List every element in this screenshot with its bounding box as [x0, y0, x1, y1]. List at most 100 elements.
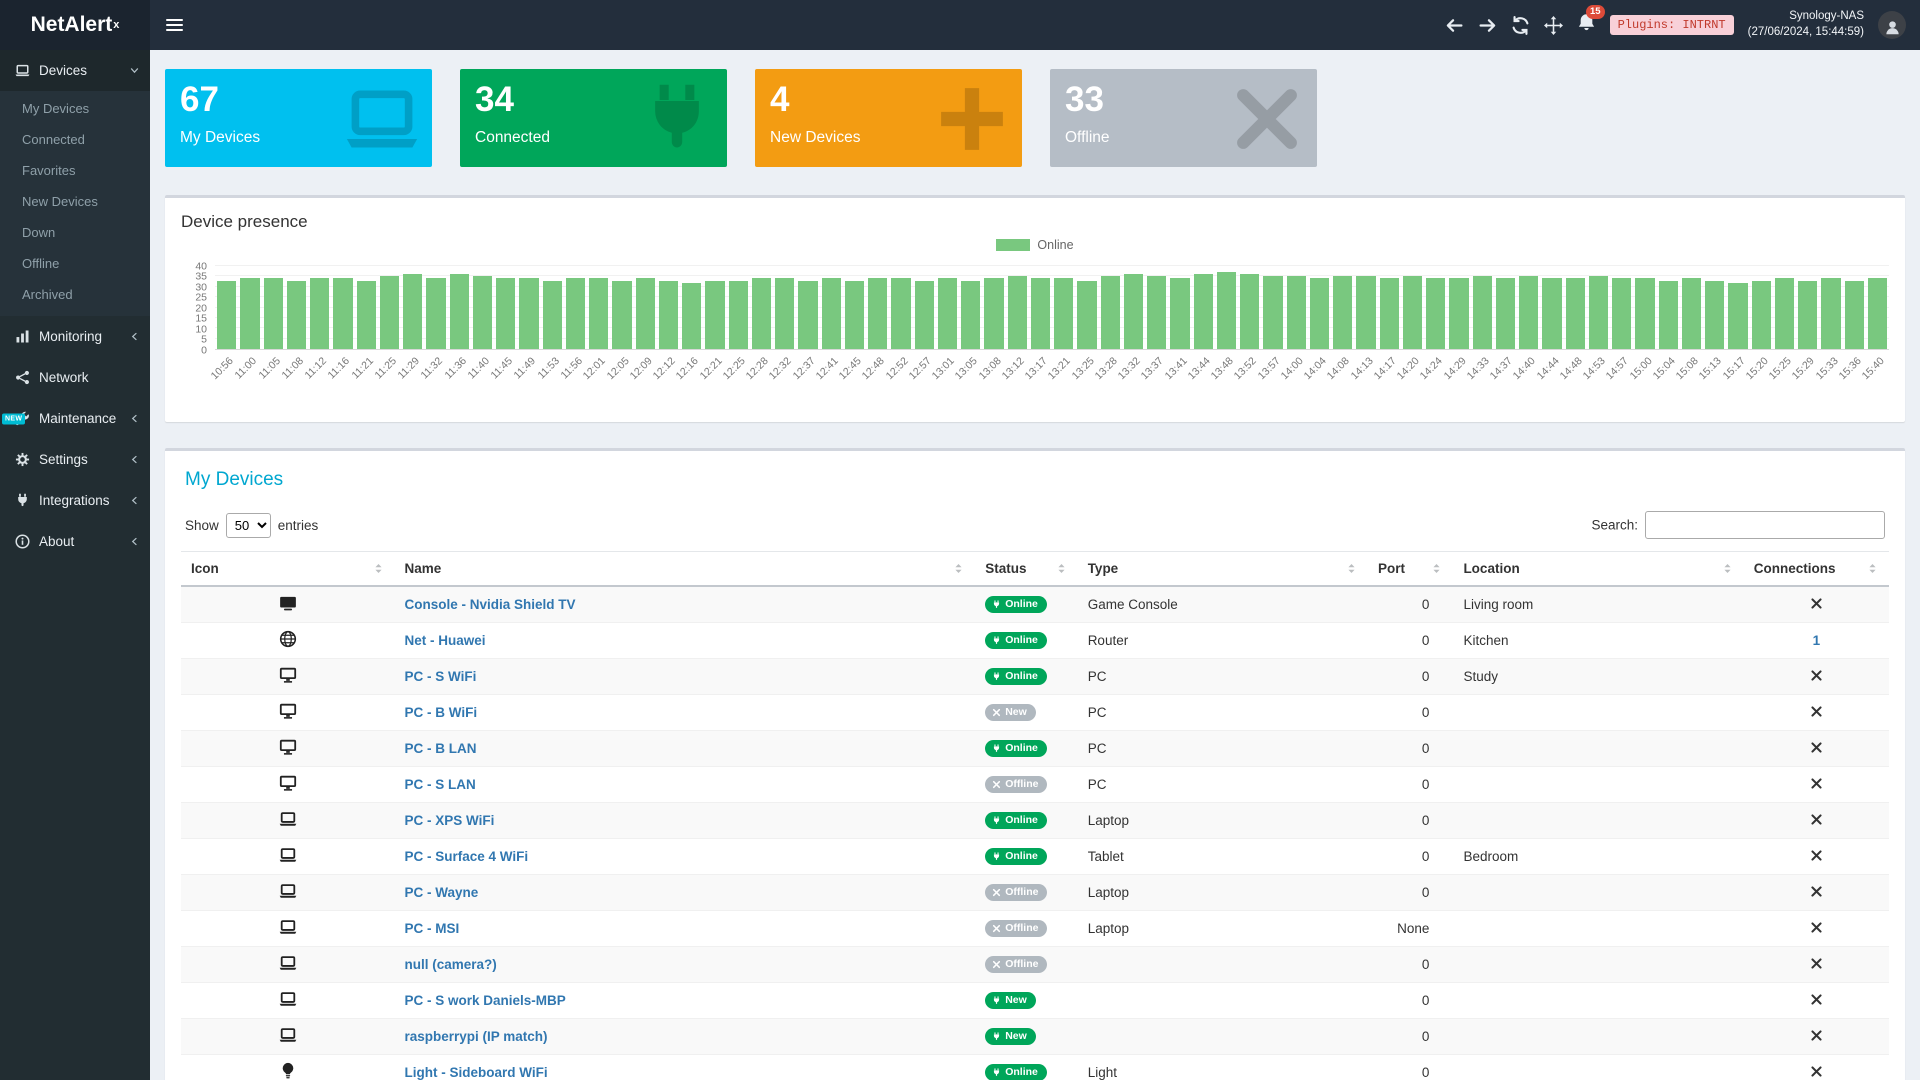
table-row[interactable]: PC - XPS WiFi Online Laptop 0	[181, 802, 1889, 839]
table-row[interactable]: PC - S LAN Offline PC 0	[181, 767, 1889, 803]
infobox-new-devices[interactable]: 4 New Devices	[755, 69, 1022, 167]
device-name-link[interactable]: PC - S LAN	[404, 777, 476, 792]
sidebar-item-settings[interactable]: Settings	[0, 439, 150, 480]
device-name-link[interactable]: PC - Surface 4 WiFi	[404, 849, 529, 864]
entries-select[interactable]: 50	[225, 512, 271, 538]
back-button[interactable]	[1445, 16, 1464, 35]
sort-icon	[1866, 562, 1879, 575]
device-name-link[interactable]: Light - Sideboard WiFi	[404, 1065, 548, 1080]
notifications-button[interactable]: 15	[1577, 5, 1605, 37]
sidebar-toggle-button[interactable]	[150, 0, 198, 50]
sidebar-subitem-offline[interactable]: Offline	[22, 256, 60, 271]
device-location	[1453, 947, 1743, 983]
device-name-link[interactable]: raspberrypi (IP match)	[404, 1029, 548, 1044]
x-tick-label: 13:08	[976, 355, 1004, 383]
device-name-link[interactable]: Console - Nvidia Shield TV	[404, 597, 576, 612]
sidebar-item-network[interactable]: Network	[0, 357, 150, 398]
x-tick-label: 13:52	[1232, 355, 1260, 383]
plug-icon	[992, 744, 1001, 753]
sidebar-subitem-connected[interactable]: Connected	[22, 132, 85, 147]
table-row[interactable]: PC - Wayne Offline Laptop 0	[181, 874, 1889, 911]
table-row[interactable]: null (camera?) Offline 0	[181, 946, 1889, 983]
x-tick-label: 15:17	[1720, 355, 1748, 383]
sidebar-item-maintenance[interactable]: NEW Maintenance	[0, 398, 150, 439]
column-header-icon[interactable]: Icon	[181, 551, 395, 587]
chart-bar	[868, 278, 888, 349]
table-row[interactable]: PC - S WiFi Online PC 0 Study	[181, 658, 1889, 695]
app-logo-sup: x	[113, 19, 120, 31]
status-badge: Online	[985, 595, 1047, 614]
sidebar: Devices My Devices Connected Favorites New D…	[0, 50, 150, 1080]
chart-bar	[1588, 276, 1608, 349]
column-header-connections[interactable]: Connections	[1743, 551, 1889, 587]
infobox-offline[interactable]: 33 Offline	[1050, 69, 1317, 167]
sidebar-subitem-my-devices[interactable]: My Devices	[22, 101, 90, 116]
table-row[interactable]: Net - Huawei Online Router 0 Kitchen 1	[181, 623, 1889, 659]
sidebar-item-devices[interactable]: Devices	[0, 50, 150, 91]
table-row[interactable]: PC - S work Daniels-MBP New 0	[181, 983, 1889, 1019]
infobox-connected[interactable]: 34 Connected	[460, 69, 727, 167]
device-name-link[interactable]: PC - B WiFi	[404, 705, 478, 720]
chart-bar	[1379, 278, 1399, 349]
table-row[interactable]: raspberrypi (IP match) New 0	[181, 1018, 1889, 1055]
x-tick-label: 14:53	[1580, 355, 1608, 383]
x-tick-label: 12:12	[650, 355, 678, 383]
column-header-type[interactable]: Type	[1077, 551, 1369, 587]
search-input[interactable]	[1645, 511, 1885, 539]
legend-swatch	[996, 239, 1031, 251]
chart-bar	[1565, 278, 1585, 349]
infobox-my-devices[interactable]: 67 My Devices	[165, 69, 432, 167]
device-name-link[interactable]: Net - Huawei	[404, 633, 486, 648]
device-name-link[interactable]: PC - S work Daniels-MBP	[404, 993, 566, 1008]
column-header-location[interactable]: Location	[1453, 551, 1744, 587]
sidebar-subitem-favorites[interactable]: Favorites	[22, 163, 76, 178]
forward-button[interactable]	[1478, 16, 1497, 35]
device-name-link[interactable]: PC - B LAN	[404, 741, 477, 756]
device-name-link[interactable]: PC - Wayne	[404, 885, 479, 900]
table-row[interactable]: PC - MSI Offline Laptop None	[181, 911, 1889, 947]
user-avatar[interactable]	[1878, 11, 1906, 39]
chart-bar	[1240, 274, 1260, 349]
sort-icon	[1345, 562, 1358, 575]
app-logo[interactable]: NetAlert x	[0, 0, 150, 50]
status-badge: Online	[985, 811, 1047, 830]
plug-icon	[992, 600, 1001, 609]
chevron-left-icon	[129, 413, 140, 424]
sidebar-menu: Devices My Devices Connected Favorites New D…	[0, 50, 150, 562]
column-header-status[interactable]: Status	[975, 551, 1078, 587]
chart-bar	[728, 280, 748, 349]
table-row[interactable]: Light - Sideboard WiFi Online Light 0	[181, 1055, 1889, 1080]
table-row[interactable]: PC - B LAN Online PC 0	[181, 730, 1889, 767]
chart-bar	[333, 278, 353, 349]
sidebar-subitem-archived[interactable]: Archived	[22, 287, 73, 302]
infobox-label: New Devices	[770, 128, 861, 146]
sidebar-item-about[interactable]: About	[0, 521, 150, 562]
device-name-link[interactable]: null (camera?)	[404, 957, 497, 972]
chart-bars	[215, 266, 1889, 349]
column-header-name[interactable]: Name	[394, 551, 976, 587]
x-tick-label: 14:48	[1557, 355, 1585, 383]
sidebar-subitem-new-devices[interactable]: New Devices	[22, 194, 98, 209]
connections-link[interactable]: 1	[1812, 633, 1821, 648]
sidebar-subitem-down[interactable]: Down	[22, 225, 56, 240]
device-name-link[interactable]: PC - XPS WiFi	[404, 813, 495, 828]
table-row[interactable]: Console - Nvidia Shield TV Online Game Con…	[181, 586, 1889, 623]
status-badge: New	[985, 703, 1036, 722]
column-header-port[interactable]: Port	[1368, 551, 1454, 587]
device-name-link[interactable]: PC - MSI	[404, 921, 460, 936]
x-tick-label: 14:00	[1278, 355, 1306, 383]
refresh-button[interactable]	[1511, 15, 1530, 35]
device-type: PC	[1087, 669, 1107, 684]
table-row[interactable]: PC - B WiFi New PC 0	[181, 695, 1889, 731]
laptop-icon	[279, 846, 297, 864]
move-button[interactable]	[1543, 15, 1563, 35]
plug-icon	[992, 852, 1001, 861]
sidebar-item-integrations[interactable]: Integrations	[0, 480, 150, 521]
sidebar-item-monitoring[interactable]: Monitoring	[0, 316, 150, 357]
x-tick-label: 13:01	[929, 355, 957, 383]
device-name-link[interactable]: PC - S WiFi	[404, 669, 477, 684]
table-row[interactable]: PC - Surface 4 WiFi Online Tablet 0 Bedroom	[181, 839, 1889, 875]
plugins-badge[interactable]: Plugins: INTRNT	[1609, 15, 1734, 35]
chart-bar	[519, 278, 539, 349]
